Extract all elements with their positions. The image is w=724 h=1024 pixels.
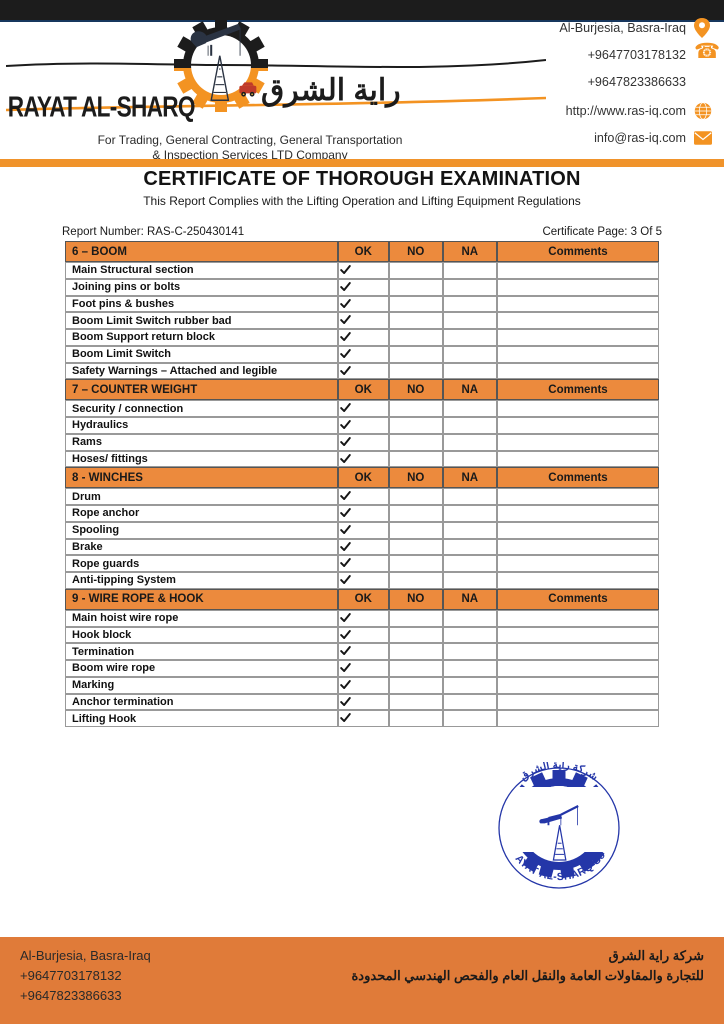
svg-text:RAYAT AL-SHARQ: RAYAT AL-SHARQ xyxy=(8,90,196,124)
svg-text:راية الشرق: راية الشرق xyxy=(261,74,401,108)
